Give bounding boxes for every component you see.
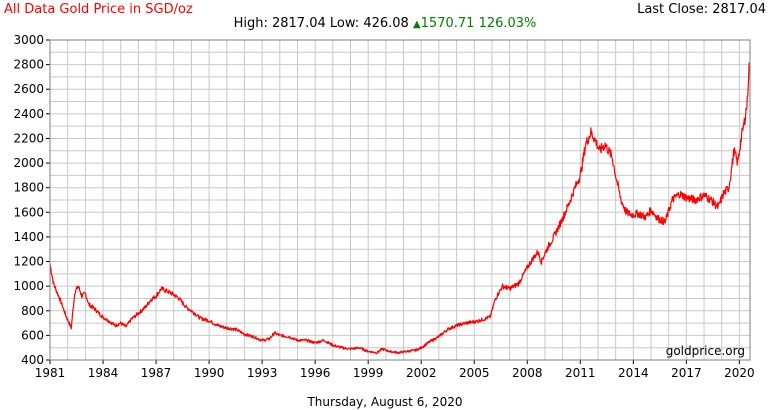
y-tick-label: 1200 xyxy=(13,255,44,269)
x-tick-label: 2002 xyxy=(406,366,437,380)
change-percent: 126.03% xyxy=(478,16,537,31)
x-tick-label: 2017 xyxy=(671,366,702,380)
last-close: Last Close: 2817.04 xyxy=(637,2,766,17)
x-tick-label: 2020 xyxy=(724,366,755,380)
x-tick-label: 2014 xyxy=(618,366,649,380)
x-tick-label: 2008 xyxy=(512,366,543,380)
x-tick-label: 1990 xyxy=(194,366,225,380)
price-stats: High: 2817.04 Low: 426.08 ▲1570.71 126.0… xyxy=(0,16,770,31)
y-tick-label: 2400 xyxy=(13,107,44,121)
low-value: 426.08 xyxy=(363,16,409,31)
x-tick-label: 2005 xyxy=(459,366,490,380)
y-tick-label: 1600 xyxy=(13,205,44,219)
y-tick-label: 1000 xyxy=(13,279,44,293)
y-tick-label: 1800 xyxy=(13,181,44,195)
y-tick-label: 400 xyxy=(21,353,44,367)
high-label: High: xyxy=(233,16,268,31)
y-tick-label: 2600 xyxy=(13,82,44,96)
chart-date: Thursday, August 6, 2020 xyxy=(307,395,463,409)
y-tick-label: 800 xyxy=(21,304,44,318)
price-line xyxy=(49,62,750,355)
chart-title: All Data Gold Price in SGD/oz xyxy=(4,2,193,17)
plot-frame xyxy=(49,39,751,361)
y-tick-label: 2200 xyxy=(13,131,44,145)
x-tick-label: 1999 xyxy=(353,366,384,380)
x-tick-label: 2011 xyxy=(565,366,596,380)
x-tick-label: 1996 xyxy=(300,366,331,380)
triangle-up-icon: ▲ xyxy=(412,19,421,30)
last-close-label: Last Close: xyxy=(637,2,709,17)
y-tick-label: 1400 xyxy=(13,230,44,244)
high-value: 2817.04 xyxy=(271,16,326,31)
x-tick-label: 1987 xyxy=(141,366,172,380)
x-tick-label: 1984 xyxy=(88,366,119,380)
y-tick-label: 2000 xyxy=(13,156,44,170)
last-close-value: 2817.04 xyxy=(712,2,766,17)
x-tick-label: 1993 xyxy=(247,366,278,380)
price-series xyxy=(49,62,750,355)
chart-grid xyxy=(49,39,750,361)
low-label: Low: xyxy=(329,16,360,31)
y-tick-label: 600 xyxy=(21,328,44,342)
watermark: goldprice.org xyxy=(666,344,745,358)
x-axis-ticks: 1981 1984 1987 1990 1993 1996 1999 2002 2005 2008… xyxy=(35,360,755,380)
change-value: 1570.71 xyxy=(420,16,475,31)
y-axis-ticks: 400 600 800 1000 1200 1400 1600 1800 2000 2200 240… xyxy=(13,33,50,367)
y-tick-label: 3000 xyxy=(13,33,44,47)
y-tick-label: 2800 xyxy=(13,58,44,72)
x-tick-label: 1981 xyxy=(35,366,66,380)
